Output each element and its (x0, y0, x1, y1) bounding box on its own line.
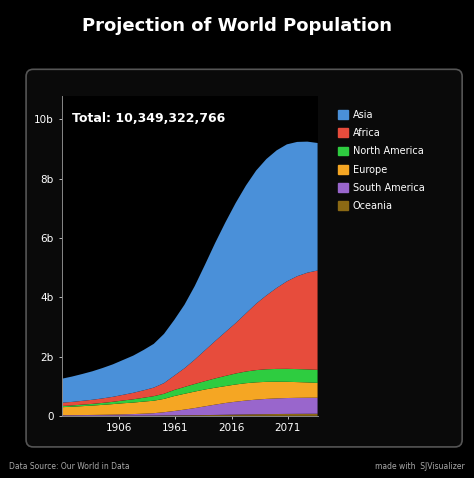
Legend: Asia, Africa, North America, Europe, South America, Oceania: Asia, Africa, North America, Europe, Sou… (335, 107, 428, 214)
Text: made with  SJVisualizer: made with SJVisualizer (375, 462, 465, 471)
Text: Projection of World Population: Projection of World Population (82, 17, 392, 35)
Text: Total: 10,349,322,766: Total: 10,349,322,766 (72, 112, 225, 125)
Text: Data Source: Our World in Data: Data Source: Our World in Data (9, 462, 130, 471)
